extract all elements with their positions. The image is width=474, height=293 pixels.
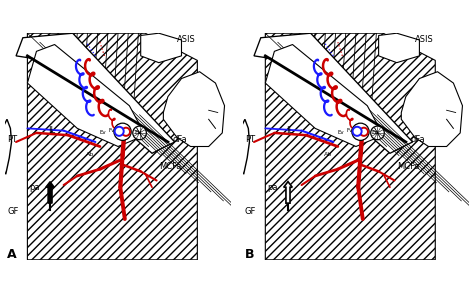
Polygon shape bbox=[265, 33, 435, 260]
Text: MCFa: MCFa bbox=[397, 162, 419, 171]
Text: Ev: Ev bbox=[338, 130, 345, 135]
FancyArrow shape bbox=[283, 182, 292, 203]
Polygon shape bbox=[141, 33, 182, 63]
Text: Ev: Ev bbox=[100, 130, 107, 135]
Polygon shape bbox=[16, 33, 175, 153]
Text: MCFa: MCFa bbox=[159, 162, 181, 171]
Polygon shape bbox=[2, 119, 11, 174]
Text: IL: IL bbox=[48, 126, 55, 135]
Text: Fv: Fv bbox=[347, 128, 353, 133]
Text: GF: GF bbox=[245, 207, 256, 217]
Text: pa: pa bbox=[268, 183, 278, 192]
Text: B: B bbox=[245, 248, 255, 260]
Circle shape bbox=[360, 128, 368, 136]
Circle shape bbox=[353, 127, 362, 136]
Circle shape bbox=[114, 123, 131, 140]
Text: Ab: Ab bbox=[86, 151, 95, 156]
Text: PT: PT bbox=[7, 135, 17, 144]
Text: dFa: dFa bbox=[173, 135, 187, 144]
Circle shape bbox=[352, 123, 369, 140]
Text: dFa: dFa bbox=[410, 135, 425, 144]
Polygon shape bbox=[27, 33, 197, 260]
Circle shape bbox=[122, 128, 130, 136]
Polygon shape bbox=[254, 33, 412, 153]
Polygon shape bbox=[265, 45, 383, 146]
Polygon shape bbox=[164, 72, 225, 146]
Text: pa: pa bbox=[30, 183, 40, 192]
Polygon shape bbox=[401, 72, 463, 146]
Text: ASIS: ASIS bbox=[177, 35, 196, 44]
Text: Ab: Ab bbox=[324, 151, 332, 156]
Text: PT: PT bbox=[245, 135, 255, 144]
FancyArrow shape bbox=[46, 182, 55, 203]
Polygon shape bbox=[240, 119, 249, 174]
Polygon shape bbox=[27, 45, 145, 146]
Text: ASIS: ASIS bbox=[415, 35, 434, 44]
Text: GF: GF bbox=[7, 207, 18, 217]
Circle shape bbox=[133, 126, 146, 140]
Circle shape bbox=[115, 127, 124, 136]
Text: Fv: Fv bbox=[109, 128, 115, 133]
Circle shape bbox=[371, 126, 384, 140]
Text: A: A bbox=[7, 248, 17, 260]
Text: Fn: Fn bbox=[372, 130, 380, 135]
Polygon shape bbox=[379, 33, 419, 63]
Text: IL: IL bbox=[286, 126, 293, 135]
Text: Fn: Fn bbox=[134, 130, 142, 135]
